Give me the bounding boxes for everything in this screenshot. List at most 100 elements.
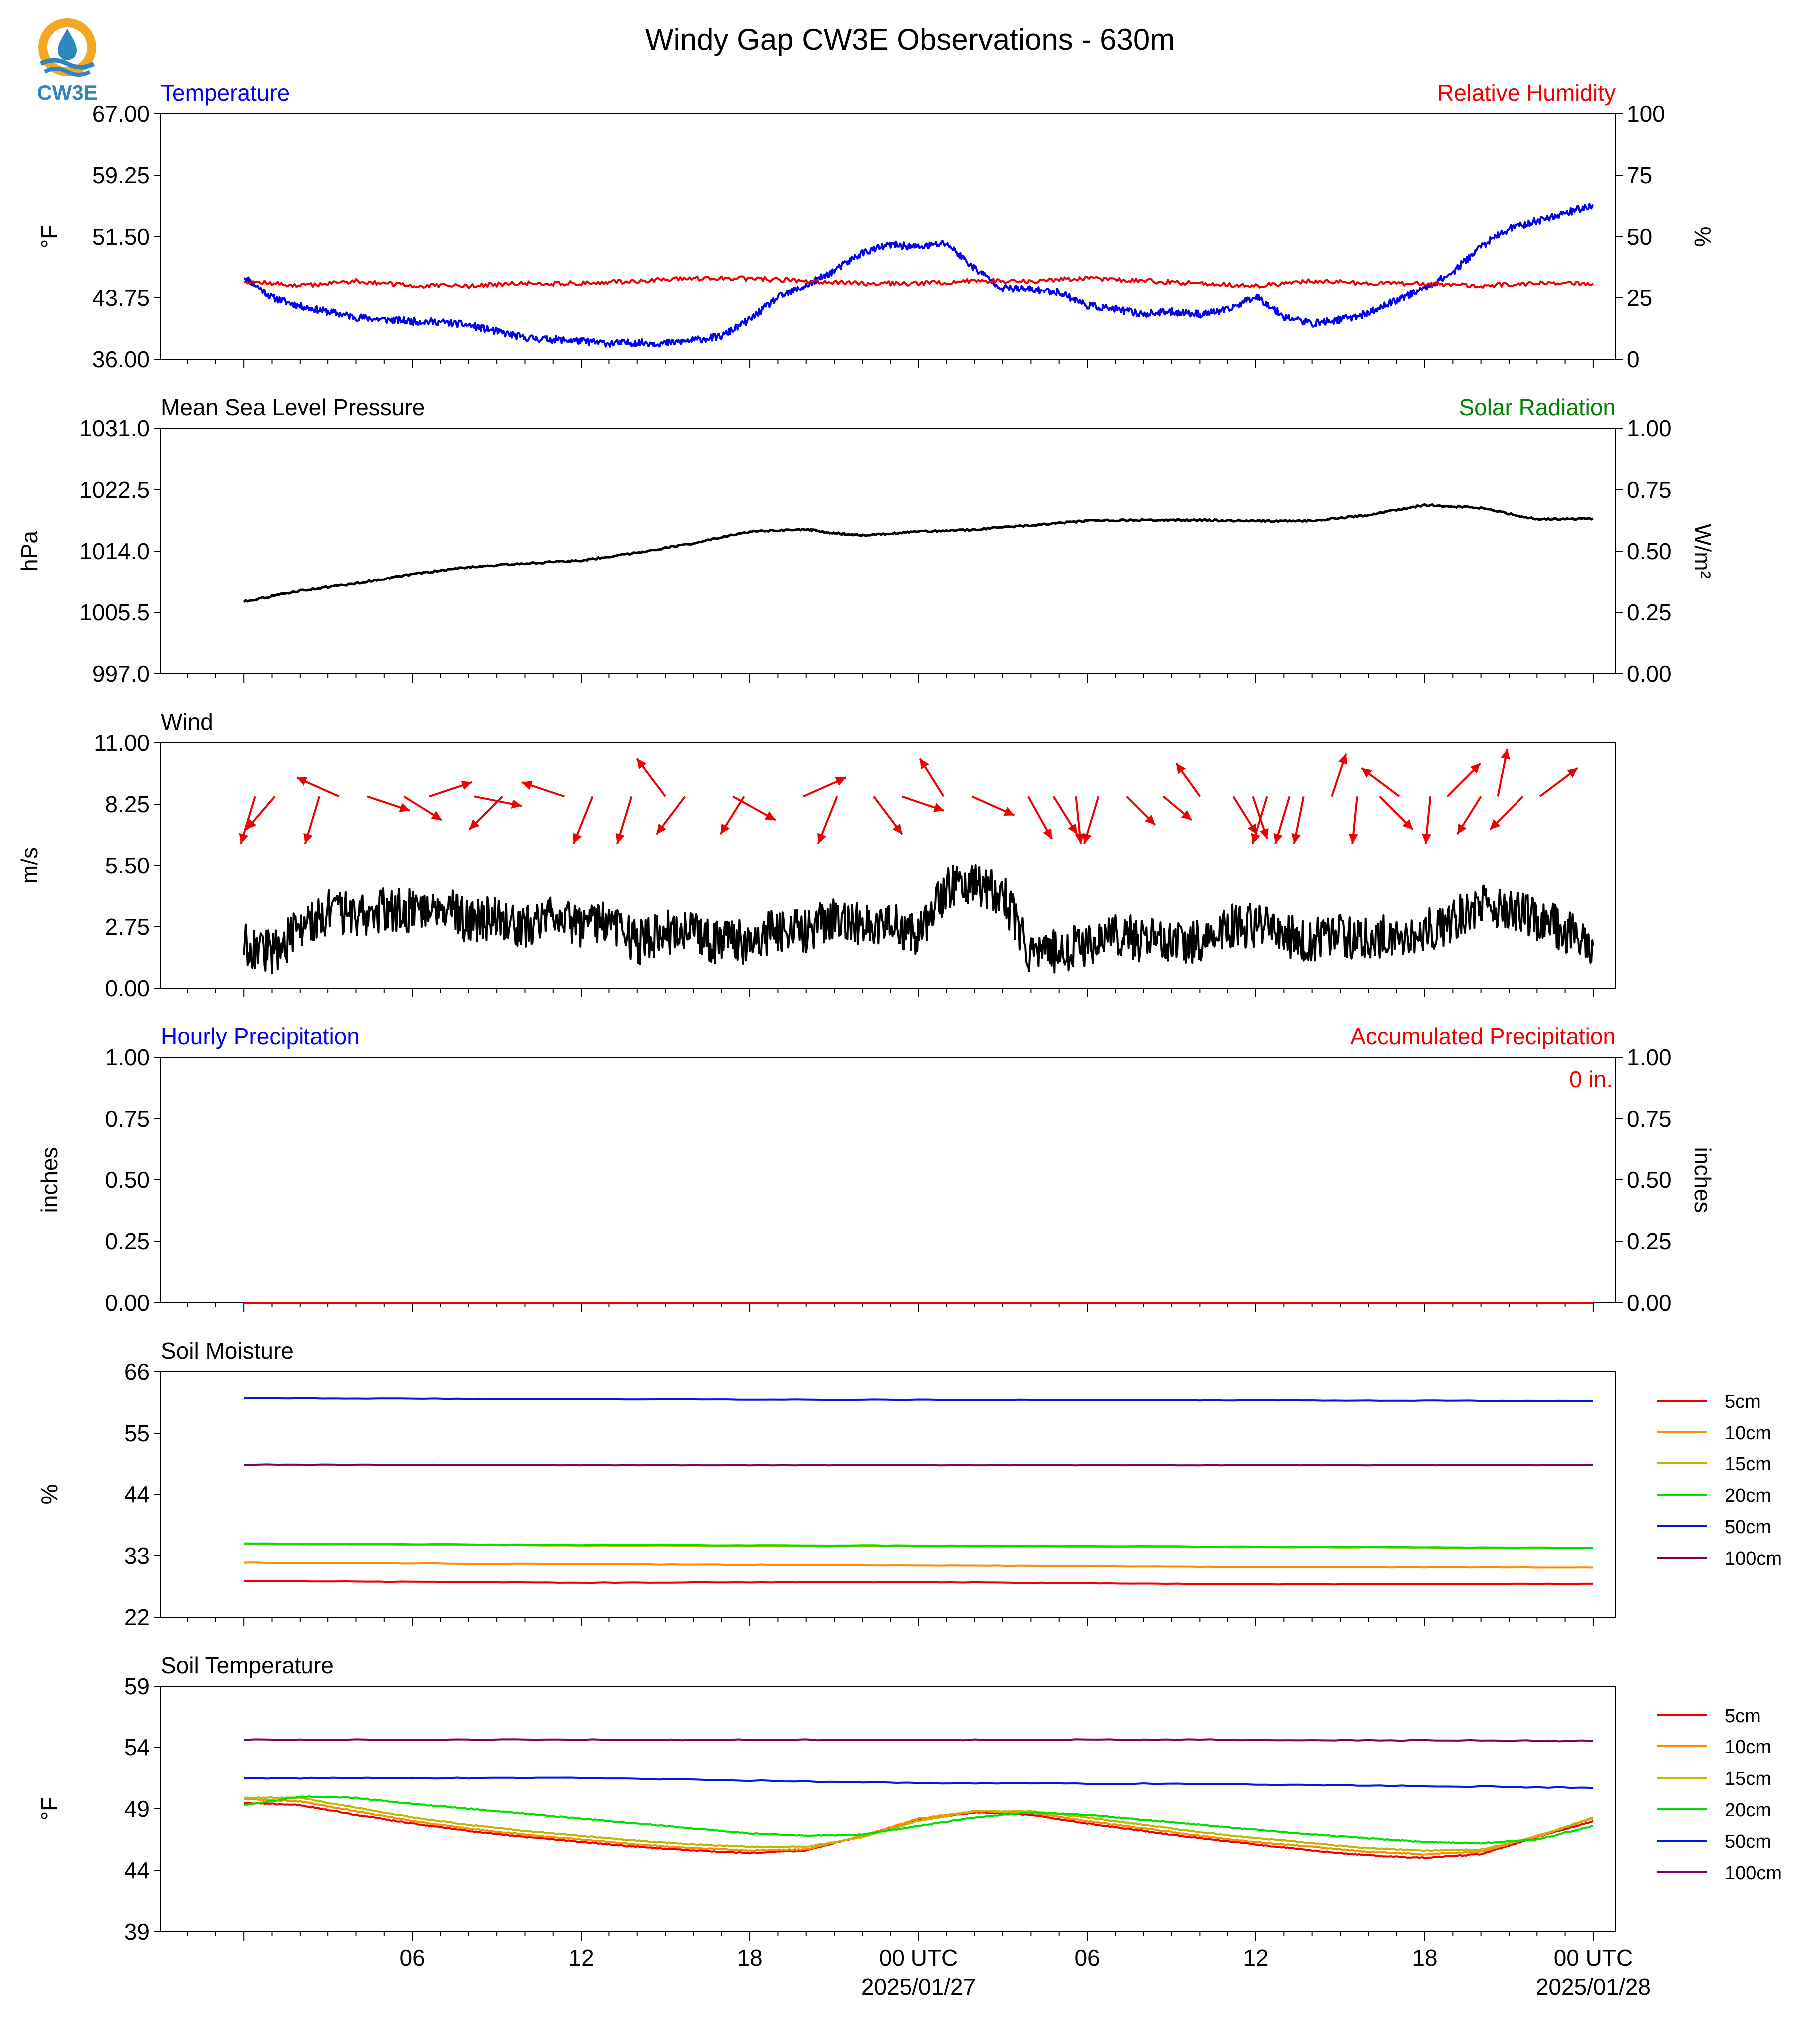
- legend-label: 50cm: [1725, 1831, 1771, 1852]
- x-tick-label: 18: [1412, 1945, 1437, 1971]
- series-line-5cm: [244, 1802, 1594, 1859]
- x-tick-label: 12: [569, 1945, 594, 1971]
- wind-arrow-head: [521, 781, 533, 790]
- series-line-temperature: [243, 203, 1594, 348]
- y-tick-label: 997.0: [92, 661, 150, 687]
- y-tick-label-right: 0.75: [1627, 1106, 1672, 1132]
- y-tick-label-right: 0.25: [1627, 1228, 1672, 1254]
- legend-label: 20cm: [1725, 1485, 1771, 1506]
- y-axis-label: %: [36, 1484, 62, 1505]
- wind-arrow-head: [892, 823, 902, 835]
- wind-arrow-head: [1567, 768, 1578, 778]
- legend: 5cm 10cm 15cm 20cm 50cm 100cm: [1657, 1706, 1782, 1884]
- wind-arrow-head: [1043, 828, 1052, 839]
- panel-3: Wind 0.00 2.75 5.50 8.25 11.00 m/s: [16, 709, 1616, 1001]
- y-tick-label: 1022.5: [79, 477, 150, 503]
- panel-title-left: Temperature: [161, 80, 290, 106]
- y-tick-label: 59: [124, 1673, 150, 1699]
- plot-frame: [160, 1057, 1616, 1303]
- plot-frame: [160, 1686, 1616, 1932]
- panel-2: Mean Sea Level Pressure Solar Radiation 99…: [16, 394, 1716, 687]
- wind-arrow-head: [615, 833, 625, 844]
- x-tick-label: 00 UTC: [879, 1945, 958, 1971]
- y-tick-label: 39: [124, 1919, 150, 1945]
- wind-arrow-head: [1457, 823, 1467, 835]
- series-line-relative-humidity: [243, 275, 1594, 289]
- wind-arrow-head: [1145, 814, 1155, 825]
- y-tick-label: 36.00: [92, 346, 150, 372]
- wind-arrow-head: [399, 803, 410, 812]
- y-tick-label: 11.00: [94, 730, 150, 756]
- y-tick-label: 59.25: [92, 162, 150, 188]
- y-tick-label: 33: [124, 1543, 150, 1569]
- wind-arrow-head: [1003, 807, 1015, 816]
- plot-frame: [160, 742, 1616, 989]
- wind-arrow-head: [573, 833, 582, 844]
- y-axis-label-right: W/m²: [1690, 524, 1716, 579]
- wind-arrow-head: [1501, 749, 1510, 760]
- wind-arrow-head: [835, 777, 846, 786]
- wind-arrow-head: [1348, 833, 1358, 844]
- series-line-100cm: [244, 1738, 1593, 1743]
- y-tick-label: 1005.5: [79, 599, 150, 625]
- wind-arrow-head: [1291, 833, 1301, 844]
- x-date-label: 2025/01/28: [1536, 1974, 1651, 2000]
- panel-1: Temperature Relative Humidity 36.00 43.75 51…: [36, 80, 1716, 372]
- y-axis-label: °F: [36, 1797, 62, 1821]
- y-tick-label: 44: [124, 1481, 150, 1507]
- wind-arrow-head: [933, 803, 944, 812]
- y-tick-label: 0.25: [105, 1228, 150, 1254]
- y-tick-label: 1014.0: [79, 538, 150, 564]
- y-tick-label: 0.00: [105, 1290, 150, 1316]
- y-tick-label: 8.25: [105, 791, 150, 817]
- y-tick-label-right: 25: [1627, 285, 1652, 311]
- plot-frame: [160, 113, 1616, 360]
- wind-arrow-head: [1422, 833, 1432, 844]
- wind-arrow-head: [1251, 833, 1260, 844]
- wind-arrow-head: [1361, 768, 1372, 778]
- series-line-mean-sea-level-pressure: [243, 503, 1594, 603]
- series-line-50cm: [244, 1397, 1593, 1402]
- y-tick-label: 5.50: [105, 853, 150, 878]
- legend-label: 15cm: [1725, 1454, 1771, 1475]
- y-tick-label: 2.75: [105, 914, 150, 940]
- series-line-10cm: [243, 1798, 1594, 1856]
- wind-arrow-head: [469, 819, 480, 830]
- y-tick-label-right: 1.00: [1627, 1044, 1672, 1070]
- legend-label: 5cm: [1725, 1706, 1761, 1727]
- series-line-10cm: [244, 1561, 1593, 1569]
- x-tick-label: 00 UTC: [1554, 1945, 1633, 1971]
- x-tick-label: 06: [400, 1945, 425, 1971]
- wind-arrow-head: [511, 799, 522, 809]
- x-tick-label: 12: [1243, 1945, 1268, 1971]
- wind-arrow-head: [1259, 828, 1269, 839]
- cw3e-logo-graphic: CW3E: [37, 18, 98, 104]
- wind-arrow-head: [1176, 763, 1186, 774]
- panel-title-right: Relative Humidity: [1437, 80, 1616, 106]
- y-tick-label: 49: [124, 1796, 150, 1822]
- wind-arrow-head: [1338, 753, 1348, 765]
- panel-title-right: Accumulated Precipitation: [1350, 1023, 1616, 1049]
- panel-title-left: Soil Temperature: [161, 1652, 334, 1678]
- y-tick-label: 43.75: [92, 285, 150, 311]
- y-tick-label: 22: [124, 1604, 150, 1630]
- y-tick-label: 0.50: [105, 1167, 150, 1193]
- legend-label: 100cm: [1725, 1863, 1782, 1884]
- x-tick-label: 06: [1074, 1945, 1100, 1971]
- y-tick-label-right: 50: [1627, 224, 1652, 250]
- y-axis-label-right: %: [1690, 227, 1716, 247]
- y-tick-label: 1.00: [105, 1044, 150, 1070]
- wind-arrow-head: [1082, 833, 1092, 844]
- legend-label: 50cm: [1725, 1517, 1771, 1538]
- y-tick-label: 66: [124, 1359, 150, 1385]
- legend-label: 20cm: [1725, 1800, 1771, 1821]
- wind-arrow-head: [1068, 823, 1077, 835]
- wind-arrow-head: [764, 811, 776, 820]
- y-axis-label: hPa: [16, 531, 42, 572]
- y-axis-label: m/s: [16, 847, 42, 884]
- plot-frame: [160, 1371, 1616, 1618]
- y-tick-label: 0.00: [105, 975, 150, 1001]
- y-axis-label: °F: [36, 225, 62, 249]
- wind-arrow-head: [297, 777, 308, 786]
